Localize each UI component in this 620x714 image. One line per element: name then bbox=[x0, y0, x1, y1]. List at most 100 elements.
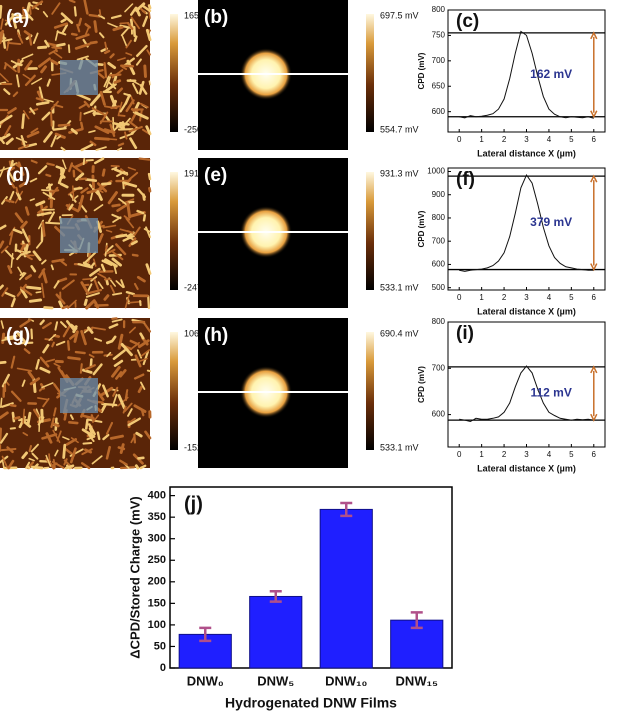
afm-texture bbox=[101, 168, 106, 177]
afm-texture bbox=[50, 59, 59, 66]
afm-texture bbox=[70, 128, 78, 135]
afm-texture bbox=[104, 114, 111, 123]
afm-texture bbox=[73, 330, 79, 343]
afm-texture bbox=[28, 298, 43, 303]
afm-texture bbox=[8, 230, 14, 246]
afm-texture bbox=[4, 248, 15, 260]
afm-texture bbox=[83, 0, 89, 15]
x-tick-label: 5 bbox=[569, 135, 574, 144]
afm-texture bbox=[32, 250, 42, 262]
afm-texture bbox=[96, 220, 103, 233]
afm-texture bbox=[92, 363, 103, 376]
afm-texture bbox=[124, 402, 133, 412]
afm-texture bbox=[124, 294, 130, 309]
panel-label: (a) bbox=[6, 7, 29, 28]
panel-label: (j) bbox=[184, 493, 203, 515]
afm-texture bbox=[85, 25, 90, 35]
afm-map bbox=[0, 317, 152, 470]
afm-texture bbox=[139, 84, 148, 95]
afm-texture bbox=[45, 454, 52, 467]
x-tick-label: 4 bbox=[547, 450, 552, 459]
afm-texture bbox=[7, 459, 15, 470]
colorbar bbox=[170, 332, 178, 450]
afm-texture bbox=[115, 371, 123, 380]
afm-texture bbox=[103, 294, 110, 301]
afm-texture bbox=[14, 212, 24, 224]
afm-texture bbox=[69, 447, 77, 464]
y-axis-title: CPD (mV) bbox=[417, 52, 426, 89]
afm-texture bbox=[23, 30, 32, 37]
afm-texture bbox=[74, 42, 91, 50]
afm-texture bbox=[88, 129, 96, 134]
afm-texture bbox=[31, 452, 39, 460]
afm-texture bbox=[125, 290, 136, 296]
afm-texture bbox=[29, 107, 36, 115]
x-tick-label: 6 bbox=[592, 450, 597, 459]
y-axis-title: CPD (mV) bbox=[417, 210, 426, 247]
afm-texture bbox=[0, 29, 5, 44]
afm-texture bbox=[75, 172, 85, 181]
afm-texture bbox=[148, 186, 152, 193]
afm-texture bbox=[0, 447, 17, 452]
afm-texture bbox=[134, 111, 149, 120]
afm-texture bbox=[120, 342, 133, 357]
afm-texture bbox=[119, 459, 128, 466]
afm-texture bbox=[35, 97, 43, 101]
afm-texture bbox=[82, 158, 86, 166]
afm-texture bbox=[4, 125, 12, 137]
afm-texture bbox=[35, 358, 40, 370]
afm-texture bbox=[105, 278, 109, 286]
afm-texture bbox=[21, 451, 28, 460]
afm-texture bbox=[138, 157, 151, 161]
afm-texture bbox=[116, 124, 126, 129]
afm-texture bbox=[84, 178, 98, 182]
afm-texture bbox=[93, 300, 100, 309]
afm-texture bbox=[61, 23, 69, 35]
afm-texture bbox=[28, 444, 33, 453]
afm-texture bbox=[46, 78, 51, 87]
afm-texture bbox=[82, 442, 93, 445]
y-axis-title: ΔCPD/Stored Charge (mV) bbox=[127, 496, 142, 658]
x-tick-label: DNW₁₀ bbox=[325, 673, 367, 688]
afm-texture bbox=[0, 133, 11, 141]
afm-texture bbox=[79, 363, 83, 374]
afm-texture bbox=[10, 297, 16, 308]
afm-texture bbox=[76, 93, 91, 101]
x-tick-label: 1 bbox=[479, 135, 484, 144]
afm-texture bbox=[127, 166, 137, 171]
afm-texture bbox=[1, 337, 16, 342]
afm-texture bbox=[30, 159, 38, 164]
afm-texture bbox=[49, 189, 60, 193]
y-tick-label: 0 bbox=[160, 662, 166, 674]
afm-texture bbox=[1, 455, 8, 468]
afm-texture bbox=[135, 431, 143, 438]
x-axis-title: Lateral distance X (µm) bbox=[477, 306, 576, 316]
panel-label: (e) bbox=[204, 165, 227, 186]
afm-texture bbox=[146, 49, 151, 56]
afm-texture bbox=[127, 417, 141, 427]
afm-texture bbox=[62, 323, 72, 338]
afm-texture bbox=[71, 164, 83, 173]
afm-texture bbox=[88, 423, 96, 436]
y-tick-label: 700 bbox=[432, 236, 446, 245]
afm-texture bbox=[125, 217, 135, 229]
afm-texture bbox=[91, 174, 96, 190]
afm-texture bbox=[1, 287, 9, 297]
afm-texture bbox=[0, 360, 7, 365]
y-tick-label: 1000 bbox=[427, 167, 445, 176]
afm-texture bbox=[26, 130, 40, 138]
afm-texture bbox=[56, 430, 62, 442]
x-tick-label: 5 bbox=[569, 293, 574, 302]
afm-texture bbox=[134, 354, 142, 368]
afm-texture bbox=[27, 370, 35, 380]
afm-texture bbox=[16, 32, 24, 44]
afm-texture bbox=[93, 20, 98, 33]
afm-texture bbox=[112, 251, 124, 261]
afm-texture bbox=[24, 74, 36, 87]
afm-texture bbox=[62, 159, 67, 170]
afm-texture bbox=[20, 220, 28, 229]
afm-texture bbox=[80, 330, 87, 346]
afm-texture bbox=[81, 368, 93, 374]
afm-texture bbox=[92, 414, 100, 424]
afm-texture bbox=[0, 427, 2, 443]
